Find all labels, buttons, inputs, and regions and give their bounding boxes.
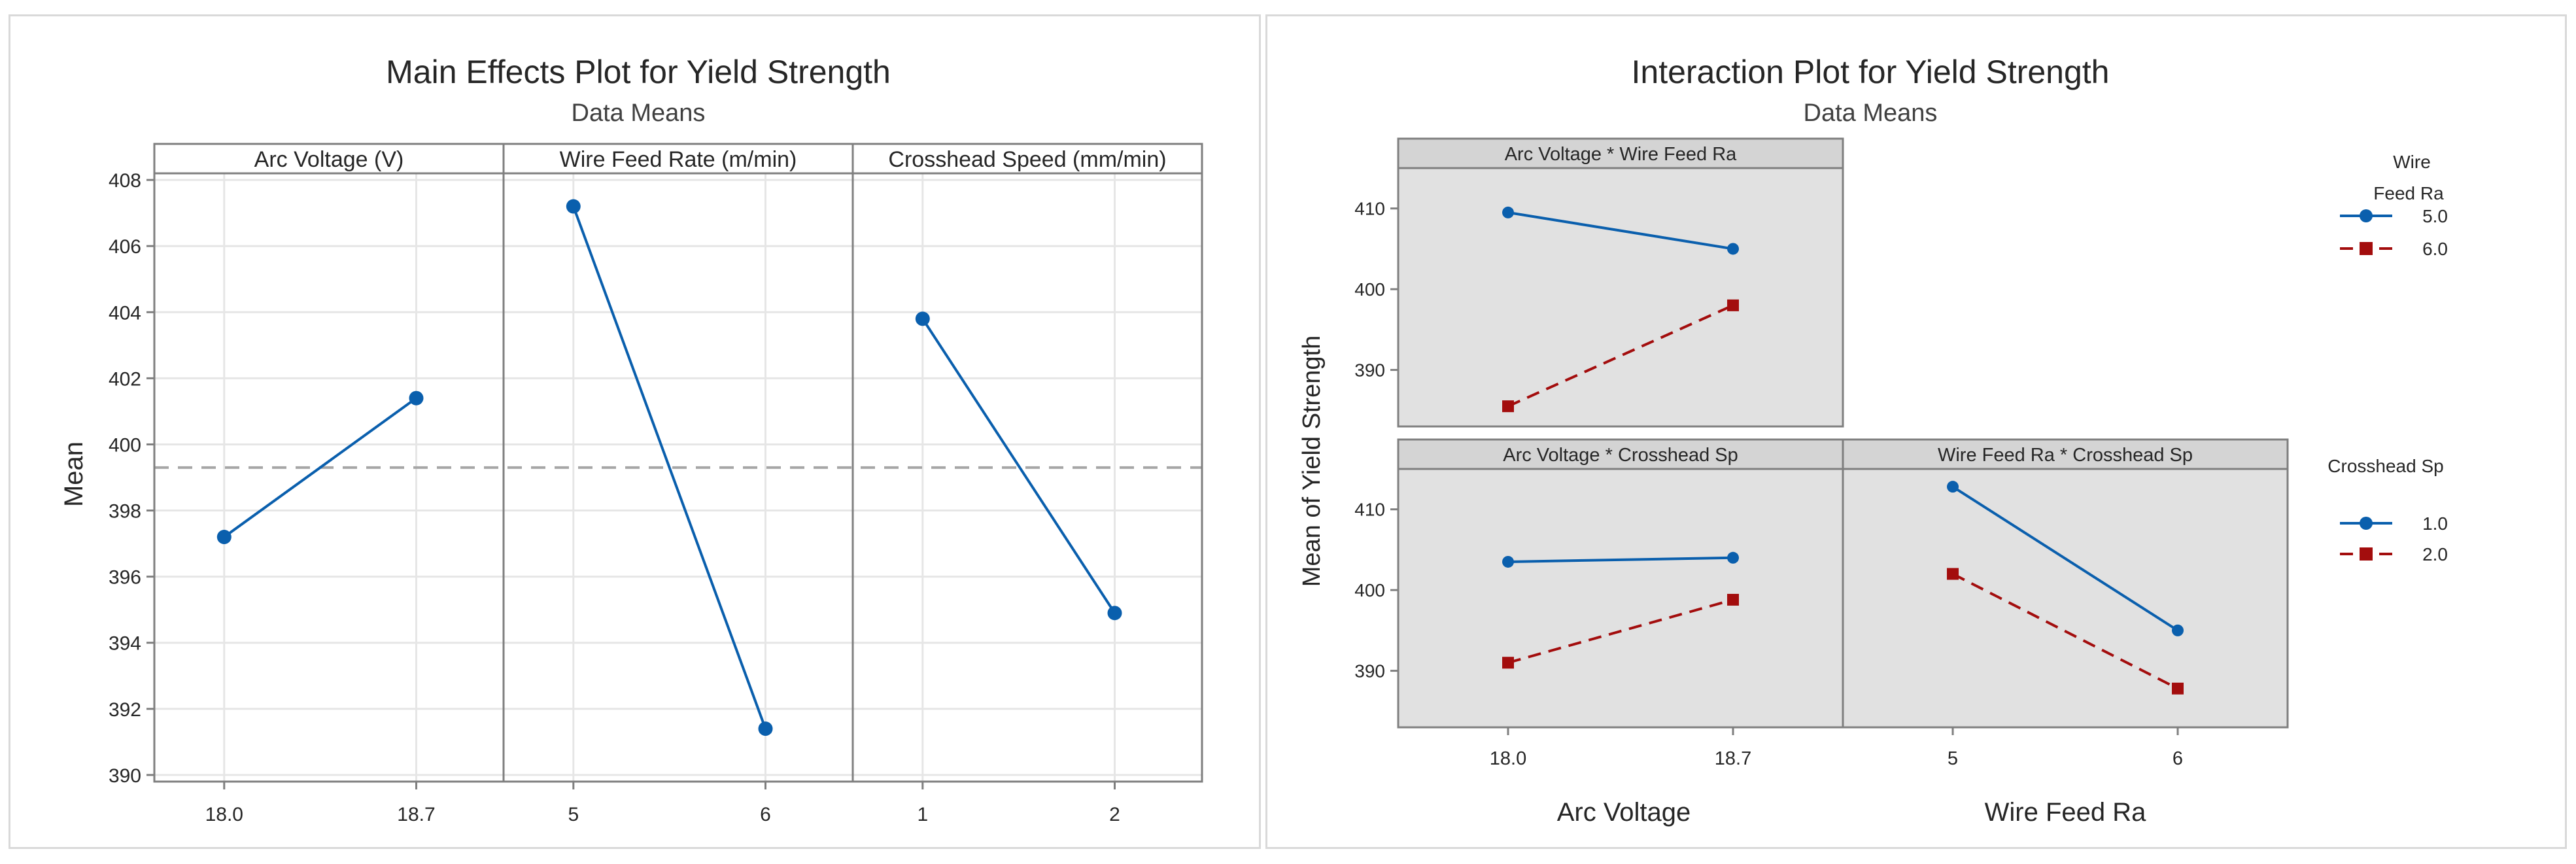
- interaction-title: Interaction Plot for Yield Strength: [1632, 54, 2110, 90]
- x-tick-label: 18.0: [1490, 748, 1526, 769]
- interaction-y-axis-label: Mean of Yield Strength: [1298, 336, 1326, 587]
- data-point-arc-voltage-wire-feed-ra-5-0: [1502, 206, 1514, 218]
- panel-header-label-crosshead-speed-mm-min: Crosshead Speed (mm/min): [888, 147, 1166, 172]
- cell-background-arc-voltage-crosshead-sp: [1397, 468, 1844, 729]
- cell-header-label-wire-feed-ra-crosshead-sp: Wire Feed Ra * Crosshead Sp: [1938, 445, 2193, 466]
- interaction-chart: Interaction Plot for Yield Strength Data…: [1298, 54, 2448, 827]
- data-point-wire-feed-ra-crosshead-sp-2-0: [2172, 682, 2184, 695]
- cell-background-arc-voltage-wire-feed-ra: [1397, 167, 1844, 428]
- y-tick-label: 410: [1354, 500, 1385, 520]
- legend-marker-circle: [2360, 517, 2373, 530]
- main-effects-plot-panel: Main Effects Plot for Yield Strength Dat…: [9, 14, 1261, 849]
- data-point-crosshead-speed-mm-min: [915, 311, 930, 326]
- plot-frame: [153, 172, 1203, 783]
- series-line-wire-feed-ra-crosshead-sp-2-0: [1952, 572, 2178, 690]
- interaction-x-axis-label-arc-voltage: Arc Voltage: [1557, 798, 1691, 827]
- data-point-crosshead-speed-mm-min: [1107, 606, 1122, 621]
- x-tick-label: 6: [2172, 748, 2183, 769]
- data-point-wire-feed-ra-crosshead-sp-2-0: [1947, 568, 1959, 580]
- panel-header-label-wire-feed-rate-m-min: Wire Feed Rate (m/min): [560, 147, 797, 172]
- series-line-arc-voltage-crosshead-sp-2-0: [1507, 598, 1734, 665]
- data-point-arc-voltage-wire-feed-ra-6-0: [1727, 299, 1739, 311]
- legend-marker-square: [2360, 547, 2373, 561]
- y-tick-label: 404: [109, 302, 141, 324]
- y-tick-label: 396: [109, 567, 141, 589]
- cell-header-arc-voltage-wire-feed-ra: [1397, 137, 1844, 169]
- y-tick-label: 390: [109, 765, 141, 787]
- data-point-arc-voltage-crosshead-sp-2-0: [1502, 657, 1514, 669]
- y-tick-label: 400: [1354, 279, 1385, 300]
- data-point-wire-feed-rate-m-min: [758, 721, 773, 736]
- data-point-arc-voltage-crosshead-sp-2-0: [1727, 593, 1739, 606]
- legend-wire-feed-title-line2: Feed Ra: [2373, 183, 2444, 203]
- x-tick-label: 6: [760, 804, 771, 825]
- y-tick-label: 400: [109, 434, 141, 456]
- x-tick-label: 1: [917, 804, 928, 825]
- cell-header-arc-voltage-crosshead-sp: [1397, 438, 1844, 470]
- series-line-arc-voltage-crosshead-sp-1-0: [1507, 556, 1734, 563]
- legend-label: 6.0: [2422, 239, 2448, 259]
- x-tick-label: 18.0: [205, 804, 243, 825]
- legend-marker-square: [2360, 242, 2373, 255]
- series-line-wire-feed-ra-crosshead-sp-1-0: [1951, 485, 2179, 632]
- y-tick-label: 390: [1354, 661, 1385, 682]
- data-point-wire-feed-rate-m-min: [566, 199, 581, 214]
- cell-header-wire-feed-ra-crosshead-sp: [1842, 438, 2289, 470]
- x-tick-label: 5: [568, 804, 579, 825]
- panel-header-wire-feed-rate-m-min: [502, 143, 854, 175]
- data-point-arc-voltage-v: [409, 390, 424, 406]
- main-effects-y-axis-label: Mean: [60, 441, 88, 507]
- cell-header-label-arc-voltage-crosshead-sp: Arc Voltage * Crosshead Sp: [1503, 445, 1738, 466]
- legend-marker-circle: [2360, 209, 2373, 222]
- cell-header-label-arc-voltage-wire-feed-ra: Arc Voltage * Wire Feed Ra: [1505, 144, 1737, 165]
- main-effects-chart: Main Effects Plot for Yield Strength Dat…: [60, 54, 1203, 825]
- y-tick-label: 402: [109, 368, 141, 390]
- y-tick-label: 394: [109, 633, 141, 655]
- interaction-plot-panel: Interaction Plot for Yield Strength Data…: [1265, 14, 2567, 849]
- panel-header-arc-voltage-v: [153, 143, 505, 175]
- interaction-subtitle: Data Means: [1804, 99, 1938, 127]
- legend-wire-feed-title-line1: Wire: [2393, 152, 2431, 172]
- panel-header-crosshead-speed-mm-min: [851, 143, 1203, 175]
- y-tick-label: 406: [109, 236, 141, 258]
- panel-header-label-arc-voltage-v: Arc Voltage (V): [254, 147, 404, 172]
- legend-crosshead-title: Crosshead Sp: [2327, 456, 2443, 476]
- effect-line-wire-feed-rate-m-min: [572, 205, 767, 729]
- data-point-arc-voltage-wire-feed-ra-5-0: [1727, 243, 1739, 255]
- y-tick-label: 392: [109, 699, 141, 721]
- legend-label: 5.0: [2422, 206, 2448, 226]
- x-tick-label: 18.7: [1715, 748, 1751, 769]
- legend-label: 1.0: [2422, 513, 2448, 534]
- y-tick-label: 408: [109, 170, 141, 192]
- x-tick-label: 18.7: [397, 804, 435, 825]
- effect-line-arc-voltage-v: [223, 397, 417, 538]
- series-line-arc-voltage-wire-feed-ra-5-0: [1507, 211, 1734, 251]
- legend-label: 2.0: [2422, 544, 2448, 564]
- y-tick-label: 398: [109, 501, 141, 523]
- main-effects-subtitle: Data Means: [572, 99, 706, 127]
- data-point-arc-voltage-wire-feed-ra-6-0: [1502, 400, 1514, 413]
- data-point-wire-feed-ra-crosshead-sp-1-0: [1947, 481, 1959, 493]
- main-effects-title: Main Effects Plot for Yield Strength: [386, 54, 891, 90]
- interaction-x-axis-label-wire-feed: Wire Feed Ra: [1985, 798, 2146, 827]
- y-tick-label: 400: [1354, 580, 1385, 600]
- data-point-arc-voltage-crosshead-sp-1-0: [1502, 555, 1514, 568]
- cell-background-wire-feed-ra-crosshead-sp: [1842, 468, 2289, 729]
- data-point-arc-voltage-v: [216, 529, 232, 544]
- data-point-arc-voltage-crosshead-sp-1-0: [1727, 551, 1739, 564]
- y-tick-label: 410: [1354, 199, 1385, 219]
- effect-line-crosshead-speed-mm-min: [921, 318, 1116, 614]
- y-tick-label: 390: [1354, 360, 1385, 381]
- x-tick-label: 2: [1109, 804, 1120, 825]
- data-point-wire-feed-ra-crosshead-sp-1-0: [2172, 624, 2184, 636]
- x-tick-label: 5: [1948, 748, 1958, 769]
